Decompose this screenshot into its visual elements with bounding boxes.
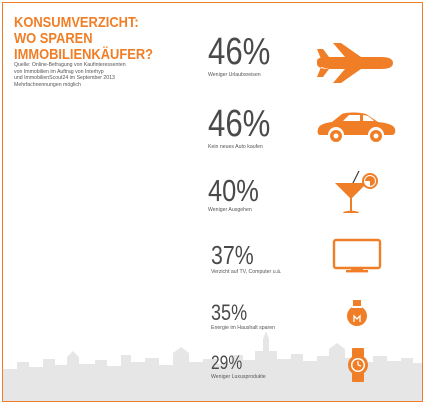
stat-label: Weniger Luxusprodukte (211, 374, 266, 380)
airplane-icon (317, 43, 393, 83)
stat-row-car: 46% Kein neues Auto kaufen (208, 105, 284, 150)
stat-row-going-out: 40% Weniger Ausgehen (208, 175, 270, 213)
source-note: Quelle: Online-Befragung von Kaufinteres… (14, 62, 214, 88)
car-icon (317, 112, 396, 142)
source-line-4: Mehrfachnennungen möglich (14, 81, 81, 88)
stat-row-energy: 35% Energie im Haushalt sparen (211, 300, 276, 332)
title-line-2: WO SPAREN (14, 30, 93, 47)
source-line-3: und ImmobilienScout24 im September 2013 (14, 75, 115, 82)
infographic-title: KONSUMVERZICHT: WO SPAREN IMMOBILIENKÄUF… (14, 15, 153, 63)
stat-percentage: 37% (211, 240, 254, 270)
stat-percentage: 46% (208, 31, 271, 73)
source-line-2: von Immobilien im Auftrag von Interhyp (14, 68, 104, 75)
stat-label: Weniger Urlaubsreisen (208, 72, 261, 78)
title-line-1: KONSUMVERZICHT: (14, 14, 139, 31)
watch-icon (348, 348, 368, 382)
title-line-3: IMMOBILIENKÄUFER? (14, 46, 154, 63)
stat-label: Energie im Haushalt sparen (211, 325, 276, 331)
cocktail-icon (335, 170, 378, 213)
stat-label: Verzicht auf TV, Computer u.ä. (211, 269, 282, 275)
stat-label: Weniger Ausgehen (208, 207, 252, 213)
stat-label: Kein neues Auto kaufen (208, 144, 263, 150)
stat-percentage: 29% (211, 353, 243, 374)
stat-row-luxury: 29% Weniger Luxusprodukte (211, 354, 266, 380)
stat-row-vacation: 46% Weniger Urlaubsreisen (208, 33, 284, 78)
lightbulb-icon (347, 300, 367, 326)
stat-row-tv-computer: 37% Verzicht auf TV, Computer u.ä. (211, 242, 281, 275)
stat-percentage: 46% (208, 103, 271, 145)
stat-percentage: 35% (211, 300, 248, 325)
tv-icon (332, 238, 382, 273)
stat-percentage: 40% (208, 173, 259, 208)
city-skyline-silhouette (3, 331, 422, 401)
source-line-1: Quelle: Online-Befragung von Kaufinteres… (14, 62, 126, 68)
